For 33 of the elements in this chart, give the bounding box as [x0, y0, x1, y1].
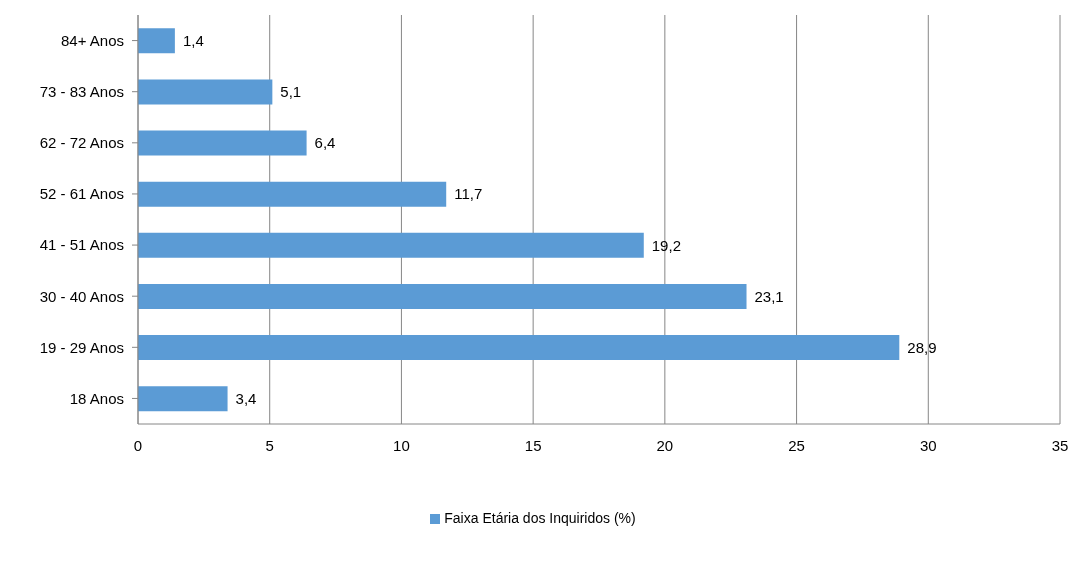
x-tick-label: 25	[788, 436, 805, 454]
bar	[138, 283, 747, 309]
bar	[138, 79, 273, 105]
y-tick-label: 84+ Anos	[61, 31, 124, 49]
y-tick-label: 19 - 29 Anos	[39, 338, 124, 356]
y-tick-label: 41 - 51 Anos	[39, 236, 124, 254]
bar	[138, 232, 644, 258]
y-tick-label: 30 - 40 Anos	[39, 287, 124, 305]
x-tick-label: 20	[656, 436, 674, 454]
data-label: 28,9	[907, 338, 937, 356]
y-tick-label: 73 - 83 Anos	[39, 83, 124, 101]
data-label: 11,7	[454, 185, 483, 203]
data-label: 6,4	[314, 134, 336, 152]
x-tick-label: 10	[393, 436, 410, 454]
bar	[138, 181, 447, 207]
legend-label: Faixa Etária dos Inquiridos (%)	[444, 510, 636, 526]
x-tick-label: 5	[265, 436, 274, 454]
bar	[138, 28, 175, 54]
x-tick-label: 15	[524, 436, 542, 454]
data-label: 3,4	[235, 389, 257, 407]
y-tick-label: 18 Anos	[69, 389, 124, 407]
data-label: 19,2	[651, 236, 681, 254]
data-label: 1,4	[182, 32, 204, 50]
bar	[138, 335, 900, 361]
x-tick-label: 30	[919, 436, 937, 454]
data-label: 5,1	[280, 83, 302, 101]
bar	[138, 386, 228, 412]
y-tick-label: 52 - 61 Anos	[39, 185, 124, 203]
bar	[138, 130, 307, 156]
y-tick-label: 62 - 72 Anos	[39, 134, 124, 152]
x-tick-label: 0	[133, 436, 143, 454]
x-tick-label: 35	[1051, 436, 1069, 454]
data-label: 23,1	[754, 287, 784, 305]
